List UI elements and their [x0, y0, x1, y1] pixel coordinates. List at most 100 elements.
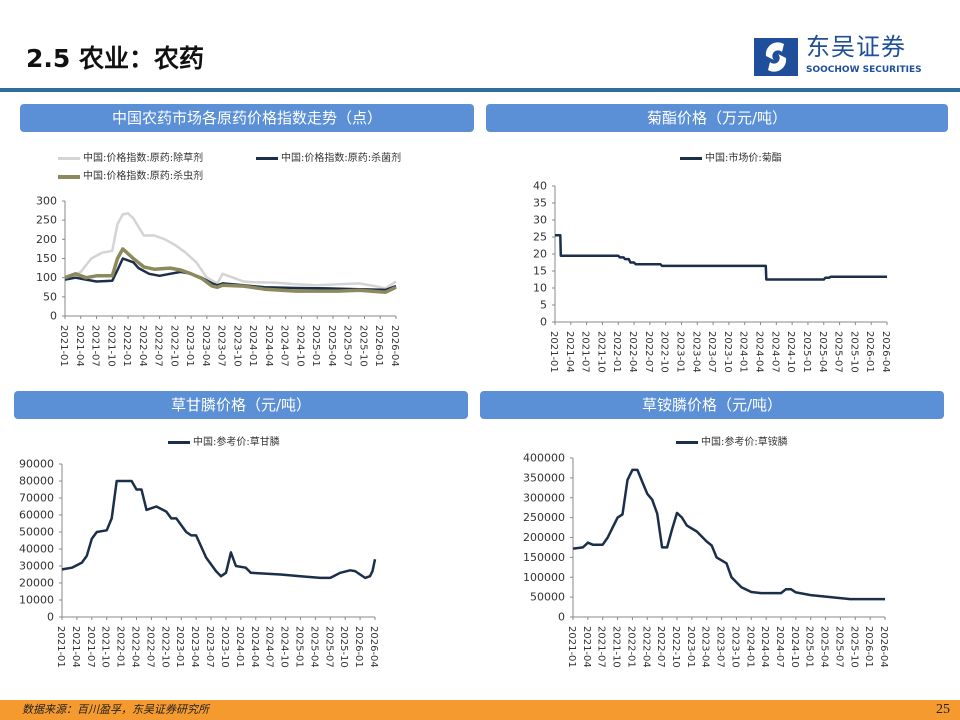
x-tick-label: 2021-04: [564, 331, 575, 373]
series-line-fungicide: [64, 257, 397, 292]
x-tick-label: 2021-10: [105, 325, 116, 367]
x-tick-label: 2022-04: [137, 325, 148, 367]
x-tick-label: 2022-07: [144, 626, 155, 668]
legend-item-glufosinate: 中国:参考价:草铵膦: [676, 436, 788, 449]
x-tick-label: 2022-10: [159, 626, 170, 668]
y-tick-label: 70000: [19, 492, 54, 505]
x-tick-label: 2025-04: [817, 331, 828, 373]
x-tick-label: 2026-01: [373, 325, 384, 367]
y-tick-label: 20: [533, 248, 547, 261]
x-tick-label: 2025-10: [848, 331, 859, 373]
y-tick-label: 50000: [19, 526, 54, 539]
x-tick-label: 2023-07: [216, 325, 227, 367]
y-tick-label: 50000: [530, 591, 565, 604]
series-line-insecticide: [64, 247, 397, 294]
legend-label: 中国:价格指数:原药:除草剂: [83, 153, 204, 164]
y-tick-label: 25: [533, 231, 547, 244]
y-tick-label: 5: [540, 299, 547, 312]
legend-swatch: [168, 441, 190, 444]
data-source: 数据来源：百川盈孚，东吴证券研究所: [22, 703, 209, 716]
series-line-glufosinate: [572, 468, 885, 601]
x-tick-label: 2022-10: [659, 331, 670, 373]
y-tick-label: 0: [47, 611, 54, 624]
legend-item-insecticide: 中国:价格指数:原药:杀虫剂: [58, 170, 203, 183]
x-tick-label: 2021-10: [611, 626, 622, 668]
x-tick-label: 2023-10: [729, 626, 740, 668]
legend-label: 中国:参考价:草甘膦: [193, 437, 280, 448]
x-tick-label: 2022-07: [655, 626, 666, 668]
x-tick-label: 2024-10: [789, 626, 800, 668]
x-tick-label: 2023-10: [219, 626, 230, 668]
x-tick-label: 2021-10: [100, 626, 111, 668]
x-tick-label: 2022-07: [643, 331, 654, 373]
x-tick-label: 2024-07: [279, 325, 290, 367]
legend-label: 中国:价格指数:原药:杀菌剂: [281, 153, 402, 164]
x-tick-label: 2024-01: [247, 325, 258, 367]
legend-item-fungicide: 中国:价格指数:原药:杀菌剂: [256, 152, 401, 165]
legend-label: 中国:市场价:菊酯: [705, 153, 782, 164]
x-tick-label: 2023-04: [690, 331, 701, 373]
x-tick-label: 2024-10: [294, 325, 305, 367]
y-tick-label: 0: [50, 310, 57, 323]
x-tick-label: 2021-07: [85, 626, 96, 668]
x-tick-label: 2023-04: [200, 325, 211, 367]
x-tick-label: 2025-01: [804, 626, 815, 668]
x-tick-label: 2026-04: [878, 626, 889, 668]
chart-title-glufosinate: 草铵膦价格（元/吨）: [480, 391, 944, 419]
x-tick-label: 2021-10: [595, 331, 606, 373]
x-tick-label: 2022-01: [115, 626, 126, 668]
y-tick-label: 150000: [523, 551, 565, 564]
logo-text-cn: 东吴证券: [806, 33, 906, 61]
x-tick-label: 2021-01: [566, 626, 577, 668]
x-tick-label: 2023-10: [722, 331, 733, 373]
y-tick-label: 250000: [523, 511, 565, 524]
x-tick-label: 2025-01: [293, 626, 304, 668]
y-tick-label: 40: [533, 180, 547, 193]
x-tick-label: 2024-04: [759, 626, 770, 668]
y-tick-label: 400000: [523, 452, 565, 465]
y-tick-label: 50: [43, 290, 57, 303]
series-line-pyrethroid: [555, 234, 887, 281]
page-number: 25: [936, 702, 950, 717]
legend-swatch: [676, 441, 698, 444]
chart-title-glyphosate: 草甘膦价格（元/吨）: [14, 391, 468, 419]
y-tick-label: 80000: [19, 475, 54, 488]
y-tick-label: 90000: [19, 458, 54, 471]
legend-item-glyphosate: 中国:参考价:草甘膦: [168, 436, 280, 449]
legend-item-herbicide: 中国:价格指数:原药:除草剂: [58, 152, 203, 165]
x-tick-label: 2024-10: [279, 626, 290, 668]
x-tick-label: 2024-04: [263, 325, 274, 367]
y-tick-label: 200: [36, 233, 57, 246]
x-tick-label: 2024-01: [744, 626, 755, 668]
x-tick-label: 2026-01: [353, 626, 364, 668]
x-tick-label: 2021-01: [58, 325, 69, 367]
series-line-herbicide: [64, 212, 397, 290]
legend-label: 中国:参考价:草铵膦: [701, 437, 788, 448]
x-tick-label: 2025-10: [357, 325, 368, 367]
x-tick-label: 2023-07: [204, 626, 215, 668]
x-tick-label: 2023-04: [700, 626, 711, 668]
y-tick-label: 60000: [19, 509, 54, 522]
logo-mark-icon: [754, 38, 798, 76]
x-tick-label: 2024-01: [738, 331, 749, 373]
y-tick-label: 30000: [19, 560, 54, 573]
x-tick-label: 2023-01: [184, 325, 195, 367]
x-tick-label: 2021-07: [596, 626, 607, 668]
legend-swatch: [58, 174, 80, 179]
x-tick-label: 2023-07: [715, 626, 726, 668]
header-divider: [0, 88, 960, 92]
y-tick-label: 150: [36, 252, 57, 265]
y-tick-label: 300000: [523, 491, 565, 504]
x-tick-label: 2022-01: [625, 626, 636, 668]
x-tick-label: 2021-01: [55, 626, 66, 668]
x-tick-label: 2026-04: [389, 325, 400, 367]
x-tick-label: 2024-04: [754, 331, 765, 373]
y-tick-label: 250: [36, 214, 57, 227]
legend-swatch: [680, 157, 702, 160]
y-tick-label: 10: [533, 282, 547, 295]
x-tick-label: 2022-04: [627, 331, 638, 373]
x-tick-label: 2021-01: [548, 331, 559, 373]
y-tick-label: 0: [540, 316, 547, 329]
x-tick-label: 2025-04: [326, 325, 337, 367]
